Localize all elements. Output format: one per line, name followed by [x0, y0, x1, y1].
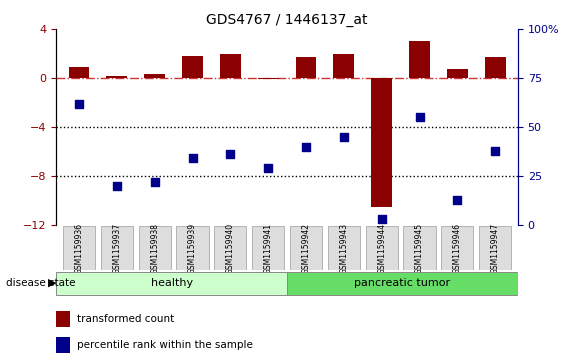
Bar [220, 53, 241, 78]
Title: GDS4767 / 1446137_at: GDS4767 / 1446137_at [207, 13, 368, 26]
Bar [69, 67, 90, 78]
Text: GSM1159940: GSM1159940 [226, 223, 235, 274]
Text: GSM1159937: GSM1159937 [113, 223, 122, 274]
Bar [144, 74, 165, 78]
Text: GSM1159936: GSM1159936 [74, 223, 83, 274]
Bar [182, 56, 203, 78]
Bar [333, 53, 354, 78]
Bar [106, 76, 127, 78]
Bar [296, 57, 316, 78]
Text: transformed count: transformed count [77, 314, 175, 324]
Point [188, 155, 197, 161]
Point [113, 183, 122, 189]
Text: GSM1159939: GSM1159939 [188, 223, 197, 274]
Text: GSM1159941: GSM1159941 [263, 223, 272, 274]
Bar [215, 226, 247, 270]
Bar [409, 41, 430, 78]
Bar [56, 337, 70, 353]
Bar [138, 226, 171, 270]
Bar [290, 226, 322, 270]
Bar [485, 57, 506, 78]
Point [453, 197, 462, 203]
Point [226, 152, 235, 158]
Bar [365, 226, 398, 270]
Point [377, 216, 386, 222]
Bar [56, 272, 287, 295]
Bar [258, 78, 279, 79]
Text: pancreatic tumor: pancreatic tumor [355, 278, 450, 288]
Text: GSM1159946: GSM1159946 [453, 223, 462, 274]
Bar [441, 226, 473, 270]
Point [263, 165, 272, 171]
Bar [176, 226, 209, 270]
Text: GSM1159947: GSM1159947 [491, 223, 500, 274]
Bar [287, 272, 518, 295]
Point [74, 101, 83, 106]
Bar [404, 226, 436, 270]
Text: disease state: disease state [6, 278, 75, 288]
Point [491, 148, 500, 154]
Point [415, 114, 424, 120]
Text: GSM1159943: GSM1159943 [339, 223, 348, 274]
Bar [447, 69, 468, 78]
Point [150, 179, 159, 185]
Bar [479, 226, 511, 270]
Bar [252, 226, 284, 270]
Bar [101, 226, 133, 270]
Bar [63, 226, 95, 270]
Text: GSM1159942: GSM1159942 [302, 223, 311, 274]
Text: ▶: ▶ [48, 278, 56, 288]
Point [339, 134, 348, 140]
Bar [328, 226, 360, 270]
Bar [56, 311, 70, 327]
Point [302, 144, 311, 150]
Bar [372, 78, 392, 207]
Text: healthy: healthy [151, 278, 193, 288]
Text: GSM1159944: GSM1159944 [377, 223, 386, 274]
Text: percentile rank within the sample: percentile rank within the sample [77, 340, 253, 350]
Text: GSM1159938: GSM1159938 [150, 223, 159, 274]
Text: GSM1159945: GSM1159945 [415, 223, 424, 274]
